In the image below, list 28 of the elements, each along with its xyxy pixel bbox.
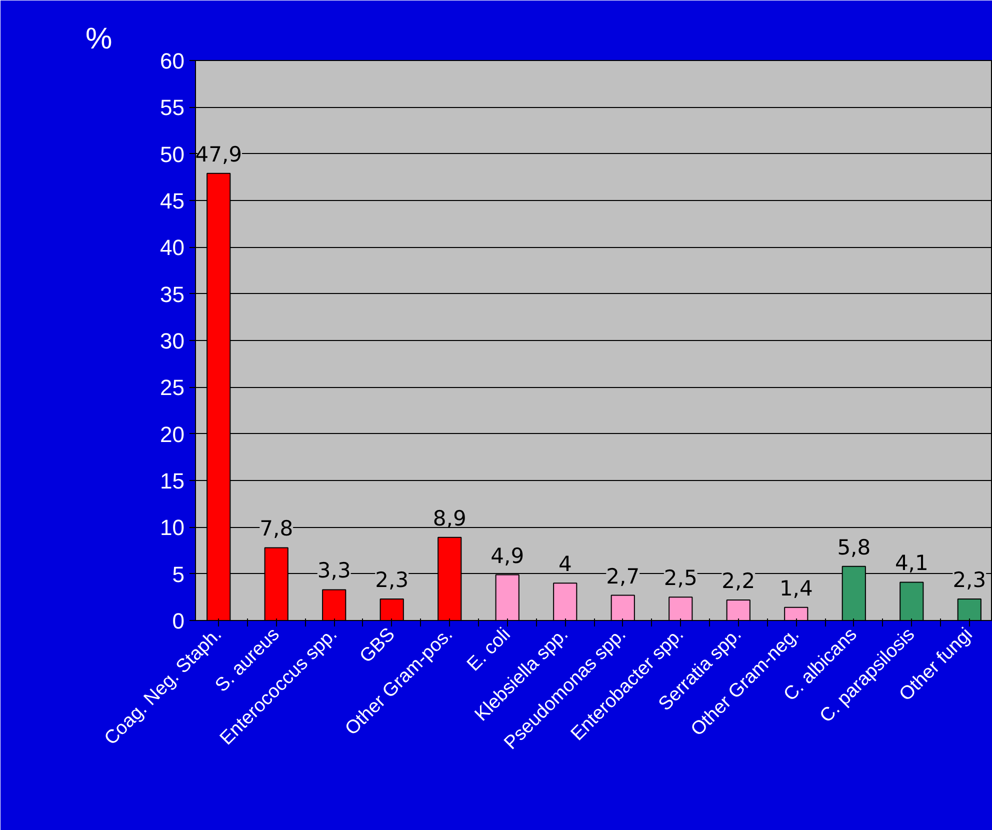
data-label: 7,8 <box>260 516 294 541</box>
y-tick-label: 20 <box>160 422 185 447</box>
y-tick-label: 30 <box>160 328 185 354</box>
y-tick-label: 60 <box>160 48 185 74</box>
y-tick-label: 55 <box>160 95 185 120</box>
data-label: 1,4 <box>779 576 813 600</box>
y-tick-label: 40 <box>160 235 185 260</box>
data-label: 2,3 <box>952 568 986 592</box>
data-label: 2,7 <box>606 564 640 588</box>
data-label: 2,2 <box>722 568 756 593</box>
y-tick-label: 25 <box>160 375 185 400</box>
y-axis-title: % <box>86 22 112 56</box>
data-label: 4,1 <box>894 551 928 576</box>
data-label: 2,3 <box>375 568 409 592</box>
y-tick-label: 15 <box>160 468 185 494</box>
y-tick-label: 0 <box>172 608 185 634</box>
data-label: 3,3 <box>317 558 351 583</box>
y-tick-label: 5 <box>172 562 185 587</box>
y-tick-label: 35 <box>160 282 185 307</box>
y-tick-label: 45 <box>160 188 185 214</box>
y-tick-label: 10 <box>160 515 185 540</box>
y-tick-label: 50 <box>160 142 185 167</box>
data-label: 4,9 <box>490 544 524 568</box>
data-label: 5,8 <box>837 535 871 560</box>
data-label: 4 <box>558 552 572 576</box>
data-label: 2,5 <box>664 566 698 590</box>
data-label: 8,9 <box>432 506 466 530</box>
data-label: 47,9 <box>195 142 242 166</box>
